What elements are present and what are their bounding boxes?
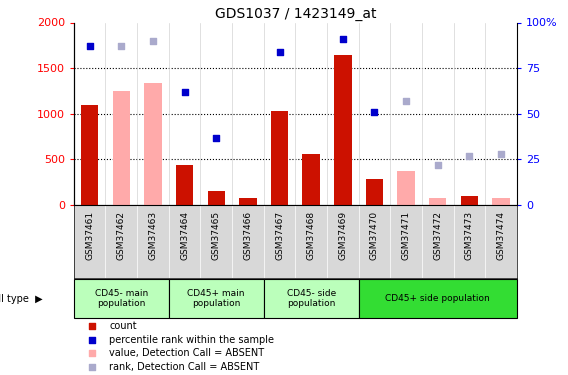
Text: cell type  ▶: cell type ▶ [0,294,43,303]
Point [402,98,411,104]
Bar [271,111,288,205]
Point [465,153,474,159]
Point [339,36,348,42]
Text: GSM37462: GSM37462 [117,211,126,260]
Point [452,88,461,94]
Text: percentile rank within the sample: percentile rank within the sample [109,335,274,345]
Bar [176,165,193,205]
Text: GSM37469: GSM37469 [339,211,347,260]
FancyBboxPatch shape [264,279,358,318]
Text: CD45+ main
population: CD45+ main population [187,289,245,308]
Text: GSM37466: GSM37466 [244,211,252,260]
Text: CD45- side
population: CD45- side population [287,289,336,308]
Text: GSM37473: GSM37473 [465,211,474,260]
Point [85,43,94,49]
Text: GSM37463: GSM37463 [148,211,157,260]
Text: GSM37470: GSM37470 [370,211,379,260]
FancyBboxPatch shape [74,279,169,318]
Text: CD45+ side population: CD45+ side population [386,294,490,303]
FancyBboxPatch shape [169,279,264,318]
Bar [366,179,383,205]
Text: count: count [109,321,137,331]
Bar [239,198,257,205]
Bar [334,56,352,205]
Text: GSM37468: GSM37468 [307,211,316,260]
Bar [81,105,98,205]
Bar [144,83,162,205]
Point [370,109,379,115]
FancyBboxPatch shape [358,279,517,318]
Text: CD45- main
population: CD45- main population [95,289,148,308]
Point [452,336,461,342]
Text: GSM37461: GSM37461 [85,211,94,260]
Title: GDS1037 / 1423149_at: GDS1037 / 1423149_at [215,8,376,21]
Point [212,135,221,141]
Text: value, Detection Call = ABSENT: value, Detection Call = ABSENT [109,348,265,358]
Bar [492,198,509,205]
Point [275,49,284,55]
Point [117,43,126,49]
Text: GSM37472: GSM37472 [433,211,442,260]
Text: GSM37467: GSM37467 [275,211,284,260]
Bar [429,198,446,205]
Bar [207,191,225,205]
Point [496,151,506,157]
Text: rank, Detection Call = ABSENT: rank, Detection Call = ABSENT [109,362,260,372]
Point [433,162,442,168]
Bar [461,196,478,205]
Bar [112,91,130,205]
Bar [398,171,415,205]
Text: GSM37464: GSM37464 [180,211,189,260]
Bar [303,153,320,205]
Text: GSM37465: GSM37465 [212,211,221,260]
Point [180,89,189,95]
Text: GSM37474: GSM37474 [496,211,506,260]
Point [148,38,157,44]
Point [452,212,461,218]
Text: GSM37471: GSM37471 [402,211,411,260]
